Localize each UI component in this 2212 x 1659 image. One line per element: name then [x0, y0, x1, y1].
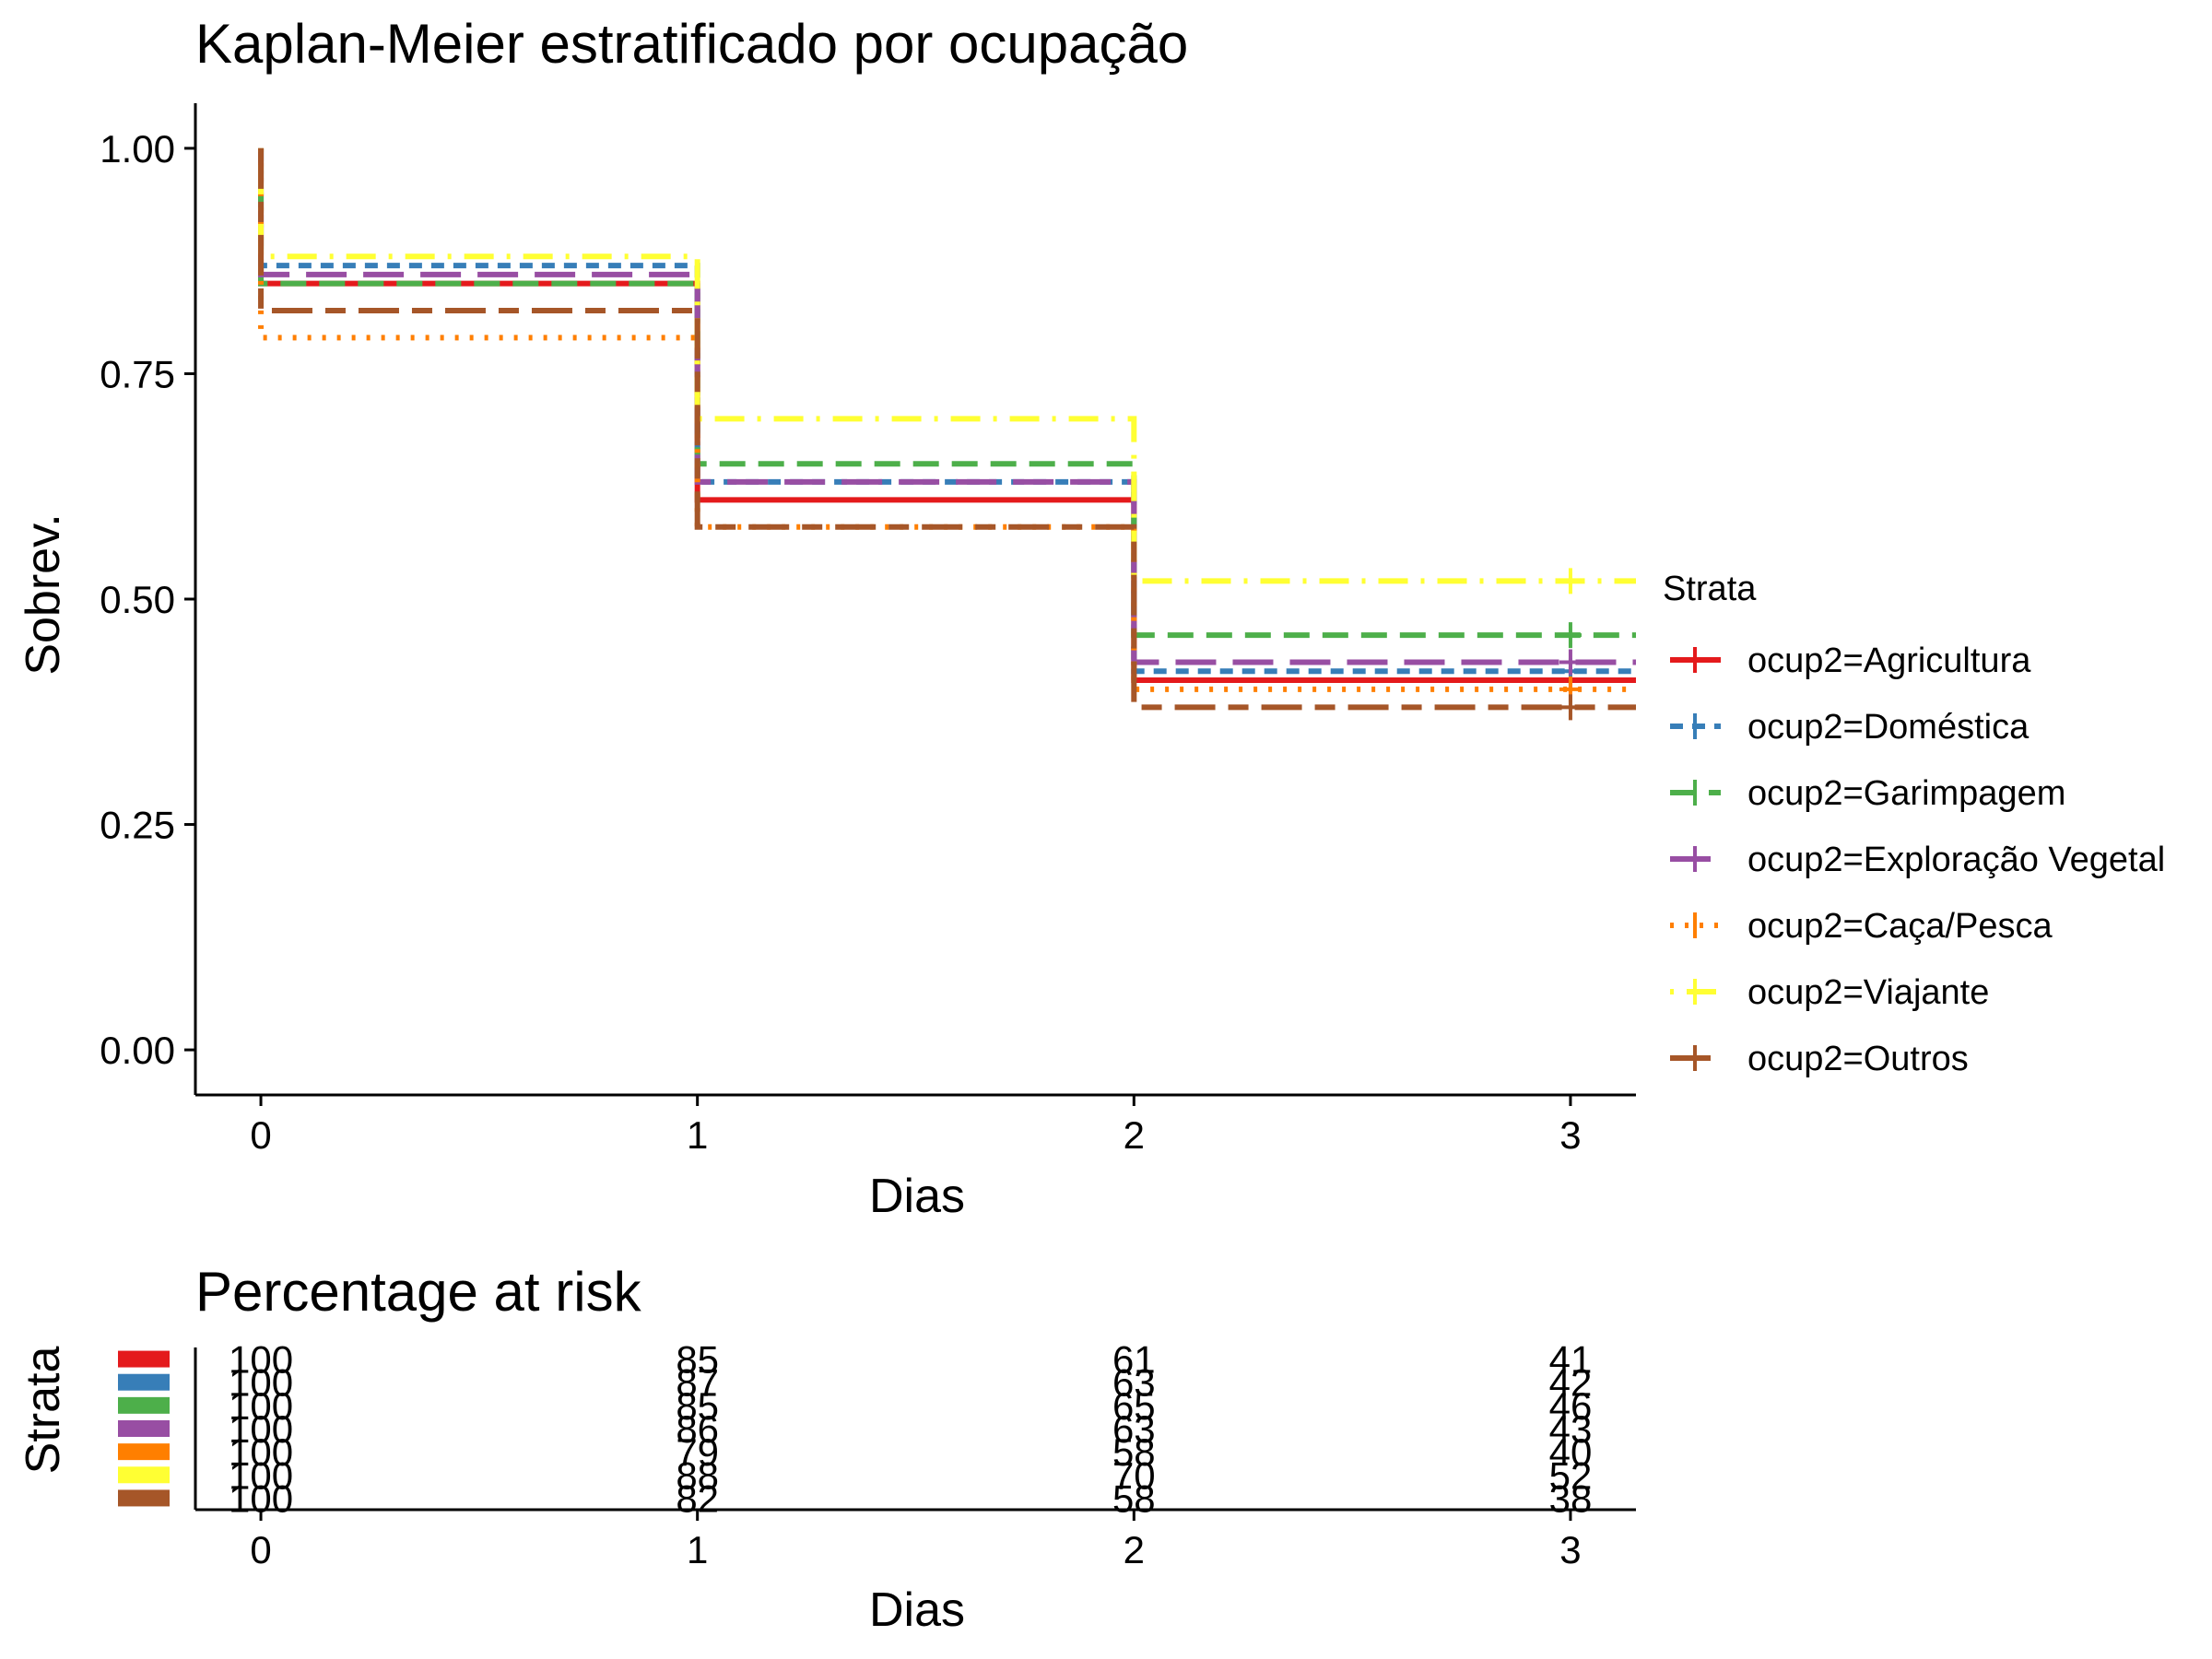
risk-value: 100	[229, 1407, 293, 1451]
x-tick-label: 0	[250, 1113, 271, 1157]
risk-value: 46	[1549, 1384, 1593, 1428]
risk-table-x-label: Dias	[869, 1583, 965, 1637]
legend-label: ocup2=Garimpagem	[1747, 774, 2065, 813]
risk-value: 65	[1112, 1384, 1156, 1428]
survival-line-explora-o-vegetal	[258, 147, 1636, 665]
risk-row-swatch	[118, 1466, 170, 1484]
survival-line-garimpagem	[258, 147, 1636, 639]
y-tick-label: 0.25	[100, 804, 175, 847]
legend-label: ocup2=Doméstica	[1747, 708, 2030, 747]
risk-value: 58	[1112, 1477, 1156, 1520]
y-axis-label: Sobrev.	[17, 513, 70, 675]
legend-label: ocup2=Caça/Pesca	[1747, 907, 2053, 946]
risk-value: 58	[1112, 1430, 1156, 1474]
chart-title: Kaplan-Meier estratificado por ocupação	[195, 13, 1188, 75]
x-tick-label: 3	[1559, 1113, 1581, 1157]
x-tick-label: 1	[687, 1113, 708, 1157]
survival-line-agricultura	[258, 147, 1636, 684]
risk-x-tick-label: 2	[1124, 1528, 1145, 1571]
risk-value: 88	[676, 1453, 719, 1497]
x-tick-label: 2	[1124, 1113, 1145, 1157]
censor-mark	[1559, 568, 1582, 594]
survival-line-dom-stica	[258, 147, 1636, 675]
risk-value: 100	[229, 1361, 293, 1405]
censor-mark	[1559, 649, 1582, 676]
risk-value: 70	[1112, 1453, 1156, 1497]
risk-row-swatch	[118, 1396, 170, 1414]
censor-mark	[1559, 694, 1582, 721]
risk-value: 42	[1549, 1361, 1593, 1405]
y-tick-label: 0.50	[100, 578, 175, 621]
x-axis-label: Dias	[869, 1170, 965, 1223]
risk-value: 100	[229, 1477, 293, 1520]
risk-value: 40	[1549, 1430, 1593, 1474]
risk-x-tick-label: 0	[250, 1528, 271, 1571]
risk-x-tick-label: 1	[687, 1528, 708, 1571]
legend-label: ocup2=Outros	[1747, 1040, 1969, 1078]
risk-value: 79	[676, 1430, 719, 1474]
risk-value: 87	[676, 1361, 719, 1405]
risk-value: 85	[676, 1338, 719, 1382]
survival-line-ca-a-pesca	[258, 147, 1636, 692]
risk-value: 61	[1112, 1338, 1156, 1382]
risk-table-y-label: Strata	[17, 1347, 70, 1475]
y-tick-label: 0.75	[100, 352, 175, 395]
risk-row-swatch	[118, 1489, 170, 1507]
survival-line-outros	[258, 147, 1636, 711]
risk-table-title: Percentage at risk	[195, 1261, 642, 1323]
risk-x-tick-label: 3	[1559, 1528, 1581, 1571]
risk-value: 63	[1112, 1361, 1156, 1405]
risk-value: 41	[1549, 1338, 1593, 1382]
risk-value: 82	[676, 1477, 719, 1520]
risk-value: 86	[676, 1407, 719, 1451]
legend-label: ocup2=Agricultura	[1747, 641, 2031, 680]
risk-value: 100	[229, 1453, 293, 1497]
risk-value: 100	[229, 1384, 293, 1428]
risk-value: 85	[676, 1384, 719, 1428]
risk-value: 52	[1549, 1453, 1593, 1497]
legend-label: ocup2=Viajante	[1747, 973, 1989, 1012]
risk-value: 43	[1549, 1407, 1593, 1451]
y-tick-label: 1.00	[100, 127, 175, 171]
risk-value: 38	[1549, 1477, 1593, 1520]
risk-row-swatch	[118, 1350, 170, 1368]
risk-row-swatch	[118, 1420, 170, 1437]
risk-row-swatch	[118, 1443, 170, 1461]
legend-label: ocup2=Exploração Vegetal	[1747, 841, 2165, 879]
survival-line-viajante	[258, 147, 1636, 584]
legend-title: Strata	[1663, 570, 1757, 608]
censor-mark	[1559, 622, 1582, 649]
survival-plot-area: 0.00 0.25 0.50 0.75 1.00 0 1 2 3	[100, 103, 1636, 1157]
risk-value: 100	[229, 1430, 293, 1474]
risk-value: 63	[1112, 1407, 1156, 1451]
risk-value: 100	[229, 1338, 293, 1382]
y-tick-label: 0.00	[100, 1029, 175, 1072]
legend: Strata ocup2=Agricultura ocup2=Doméstica o…	[1663, 570, 2165, 1078]
risk-table: 0 1 2 3 100 85 61 41 100 87 63 42 100 85 65 46 100 86 63 43…	[118, 1338, 1636, 1571]
risk-row-swatch	[118, 1373, 170, 1391]
